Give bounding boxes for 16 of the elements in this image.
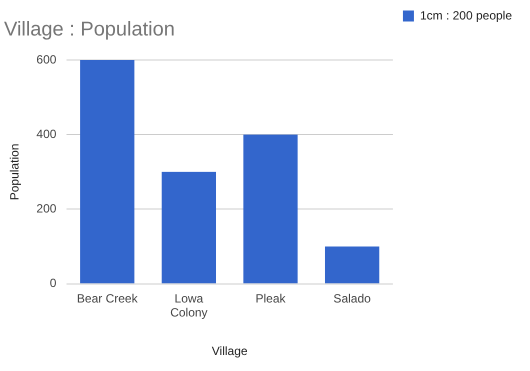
x-tick-label: Lowa Colony: [170, 291, 208, 320]
y-tick-label: 600: [36, 52, 57, 66]
y-tick-label: 200: [36, 202, 57, 216]
x-tick-label: Pleak: [255, 291, 286, 306]
x-axis-title: Village: [212, 344, 248, 358]
y-tick-label: 400: [36, 126, 57, 141]
x-tick-label: Salado: [333, 291, 372, 306]
bar: [324, 246, 380, 284]
y-axis-title: Population: [8, 144, 22, 200]
bar: [162, 172, 216, 284]
bar: [243, 134, 298, 284]
bar: [80, 60, 134, 284]
y-tick-label: 0: [50, 276, 57, 290]
chart-title: Village : Population: [4, 18, 175, 41]
legend-label: 1cm : 200 people: [420, 8, 512, 22]
x-tick-label: Bear Creek: [76, 291, 139, 306]
